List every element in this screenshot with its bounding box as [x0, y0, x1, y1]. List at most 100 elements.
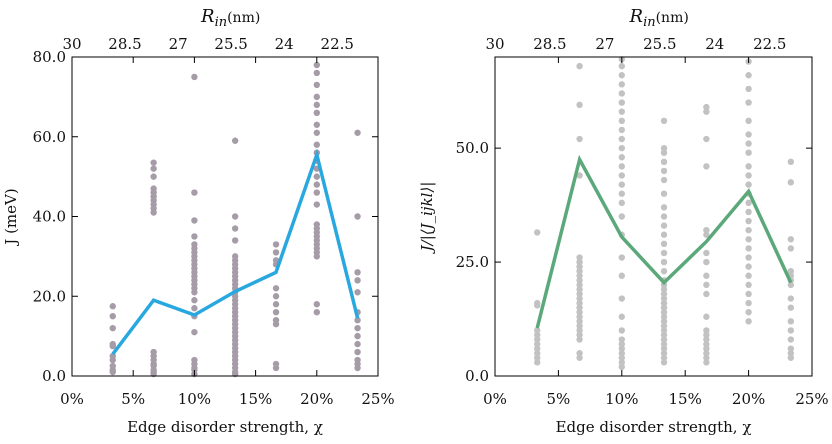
scatter-point — [576, 281, 583, 289]
scatter-point — [618, 199, 625, 207]
scatter-point — [745, 290, 752, 298]
scatter-point — [272, 241, 280, 248]
scatter-point — [660, 359, 668, 366]
scatter-point — [745, 208, 752, 216]
scatter-point — [576, 313, 583, 320]
scatter-point — [660, 267, 668, 275]
scatter-points — [534, 56, 795, 371]
scatter-point — [576, 350, 583, 357]
scatter-point — [618, 359, 625, 366]
scatter-point — [576, 299, 583, 307]
scatter-point — [787, 295, 795, 302]
x-tick-label: 20% — [300, 390, 333, 408]
scatter-point — [618, 90, 625, 97]
scatter-point — [354, 269, 361, 276]
scatter-point — [191, 305, 198, 312]
scatter-point — [231, 225, 239, 232]
scatter-point — [745, 149, 752, 156]
scatter-point — [534, 327, 541, 334]
x-tick-label: 10% — [178, 390, 211, 408]
scatter-point — [109, 324, 116, 332]
scatter-point — [313, 109, 320, 117]
scatter-point — [231, 137, 239, 144]
scatter-point — [272, 320, 280, 328]
scatter-point — [576, 295, 583, 302]
scatter-point — [109, 356, 116, 364]
scatter-point — [576, 263, 583, 270]
scatter-point — [313, 201, 320, 208]
scatter-point — [745, 163, 752, 170]
y-tick-label: 60.0 — [33, 128, 66, 146]
scatter-point — [576, 272, 583, 279]
scatter-point — [703, 135, 710, 143]
scatter-point — [534, 229, 541, 236]
scatter-point — [660, 176, 668, 184]
scatter-point — [660, 240, 668, 248]
scatter-point — [745, 217, 752, 225]
scatter-point — [313, 189, 320, 196]
scatter-point — [660, 158, 668, 166]
y-tick-label: 50.0 — [456, 139, 489, 157]
scatter-point — [660, 313, 668, 320]
scatter-point — [703, 327, 710, 334]
scatter-point — [313, 93, 320, 101]
scatter-point — [745, 281, 752, 289]
scatter-point — [534, 302, 541, 309]
scatter-point — [313, 181, 320, 188]
scatter-point — [231, 213, 239, 220]
scatter-point — [703, 350, 710, 357]
scatter-point — [191, 289, 198, 296]
scatter-point — [787, 318, 795, 325]
scatter-point — [576, 322, 583, 330]
scatter-point — [313, 309, 320, 316]
top-tick-label: 27 — [169, 35, 188, 53]
scatter-point — [354, 348, 361, 356]
scatter-point — [618, 62, 625, 70]
scatter-point — [313, 301, 320, 308]
scatter-point — [660, 299, 668, 307]
scatter-point — [576, 62, 583, 70]
scatter-point — [576, 327, 583, 334]
scatter-point — [660, 231, 668, 238]
x-tick-label: 0% — [483, 390, 507, 408]
scatter-point — [660, 340, 668, 348]
scatter-point — [745, 236, 752, 243]
scatter-point — [576, 354, 583, 361]
scatter-point — [534, 359, 541, 366]
scatter-point — [660, 222, 668, 229]
scatter-point — [354, 277, 361, 284]
scatter-point — [313, 121, 320, 128]
scatter-point — [745, 117, 752, 125]
scatter-point — [703, 231, 710, 238]
y-axis-title: J (meV) — [2, 188, 20, 246]
scatter-point — [745, 226, 752, 234]
scatter-point — [787, 327, 795, 334]
scatter-point — [618, 254, 625, 261]
scatter-point — [272, 364, 280, 372]
y-tick-label: 0.0 — [42, 367, 66, 385]
scatter-point — [313, 69, 320, 77]
scatter-point — [703, 272, 710, 279]
scatter-point — [313, 253, 320, 260]
scatter-point — [150, 165, 157, 172]
top-tick-label: 28.5 — [533, 35, 566, 53]
x-tick-label: 15% — [669, 390, 702, 408]
scatter-point — [787, 354, 795, 361]
scatter-point — [745, 309, 752, 316]
scatter-point — [576, 101, 583, 109]
top-tick-label: 25.5 — [643, 35, 676, 53]
scatter-point — [745, 131, 752, 138]
scatter-point — [787, 236, 795, 243]
top-tick-label: 27 — [595, 35, 614, 53]
scatter-point — [618, 135, 625, 143]
scatter-point — [660, 213, 668, 220]
scatter-point — [618, 213, 625, 220]
scatter-point — [703, 249, 710, 257]
top-tick-label: 24 — [705, 35, 724, 53]
scatter-point — [272, 249, 280, 256]
scatter-point — [660, 204, 668, 211]
scatter-point — [313, 173, 320, 180]
scatter-point — [745, 272, 752, 279]
scatter-point — [534, 340, 541, 348]
